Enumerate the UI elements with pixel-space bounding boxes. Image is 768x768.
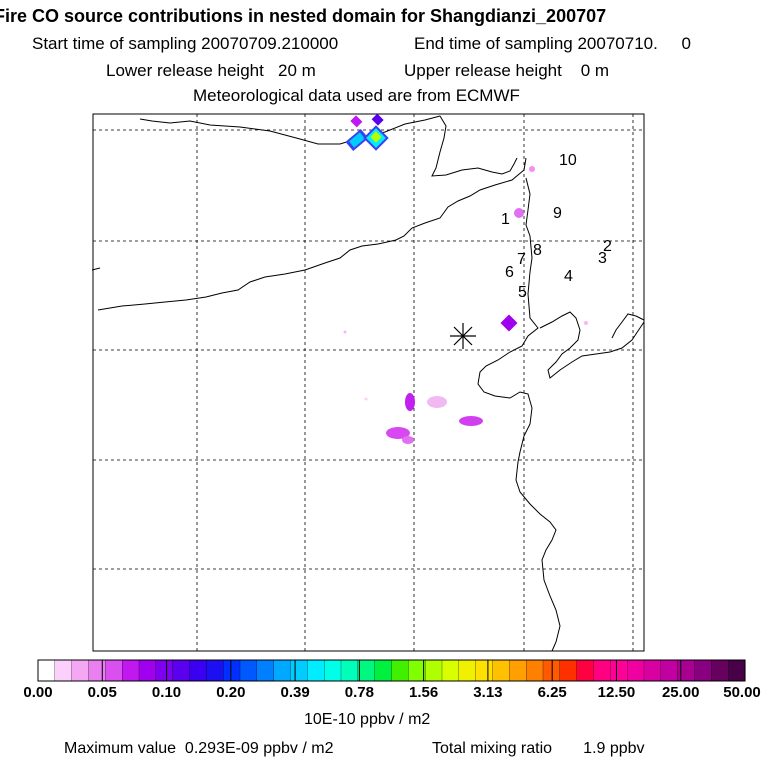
source-region-labels: 1 2 3 4 5 6 7 8 9 10 <box>501 152 612 301</box>
met-data-label: Meteorological data used are from ECMWF <box>193 86 520 105</box>
colorbar-cell <box>458 659 477 682</box>
plot-title: Fire CO source contributions in nested d… <box>0 6 607 26</box>
colorbar-cell <box>694 659 712 682</box>
region-label-10: 10 <box>559 152 577 169</box>
colorbar-major-dividers <box>37 660 746 681</box>
region-label-2: 2 <box>603 238 612 255</box>
colorbar-tick-label: 50.00 <box>723 684 761 701</box>
colorbar-cell <box>71 659 90 682</box>
colorbar-cell <box>189 659 207 682</box>
colorbar-cell <box>37 659 56 682</box>
colorbar-cell <box>627 659 645 682</box>
map-plot-area <box>92 113 645 652</box>
colorbar-cell <box>542 659 561 682</box>
colorbar-cell <box>728 659 746 682</box>
maximum-value: Maximum value 0.293E-09 ppbv / m2 <box>64 740 334 757</box>
colorbar-cell <box>239 659 258 682</box>
colorbar-cell <box>391 659 409 682</box>
colorbar-cell <box>172 659 191 682</box>
region-label-3: 3 <box>598 250 607 267</box>
colorbar-cell <box>526 659 544 682</box>
colorbar-cell <box>256 659 275 682</box>
start-time-label: Start time of sampling 20070709.210000 <box>32 34 339 53</box>
colorbar-cell <box>206 659 224 682</box>
colorbar-cell <box>643 659 662 682</box>
colorbar-cell <box>273 659 292 682</box>
colorbar-cell <box>122 659 140 682</box>
colorbar-tick-label: 0.78 <box>344 684 374 701</box>
colorbar-cell <box>593 659 611 682</box>
colorbar-cell <box>374 659 393 682</box>
colorbar-tick-label: 0.00 <box>23 684 53 701</box>
colorbar-cell <box>492 659 510 682</box>
grid-lines <box>93 114 644 651</box>
receptor-marker <box>450 323 476 349</box>
total-mixing-ratio: Total mixing ratio 1.9 ppbv <box>432 740 645 757</box>
colorbar-tick-label: 6.25 <box>537 684 567 701</box>
colorbar-units: 10E-10 ppbv / m2 <box>304 711 431 728</box>
colorbar-cell <box>559 659 578 682</box>
fire-emission-blobs <box>343 113 588 444</box>
colorbar-cell <box>155 659 174 682</box>
colorbar-cell <box>660 659 679 682</box>
colorbar-cell <box>307 659 325 682</box>
end-time-label: End time of sampling 20070710. 0 <box>414 34 691 53</box>
colorbar-cell <box>425 659 443 682</box>
region-label-1: 1 <box>501 211 510 228</box>
region-label-9: 9 <box>553 205 562 222</box>
colorbar-cell <box>509 659 527 682</box>
region-label-6: 6 <box>505 264 514 281</box>
colorbar-cell <box>88 659 106 682</box>
colorbar-tick-label: 0.20 <box>216 684 246 701</box>
colorbar-cell <box>408 659 426 682</box>
colorbar-tick-label: 0.10 <box>151 684 182 701</box>
region-label-5: 5 <box>518 284 527 301</box>
colorbar-cell <box>576 659 595 682</box>
colorbar-cell <box>105 659 123 682</box>
region-label-7: 7 <box>517 251 526 268</box>
colorbar <box>37 659 746 682</box>
upper-release-height: Upper release height 0 m <box>404 61 610 80</box>
colorbar-cell <box>324 659 342 682</box>
colorbar-cell <box>138 659 157 682</box>
colorbar-cell <box>290 659 308 682</box>
colorbar-cell <box>441 659 460 682</box>
colorbar-cell <box>340 659 359 682</box>
colorbar-cell <box>475 659 494 682</box>
coastline <box>91 115 645 652</box>
colorbar-cell <box>357 659 376 682</box>
colorbar-tick-label: 25.00 <box>661 684 700 701</box>
region-label-8: 8 <box>533 242 542 259</box>
colorbar-tick-label: 3.13 <box>473 684 503 701</box>
colorbar-tick-label: 0.05 <box>87 684 117 701</box>
colorbar-cell <box>223 659 241 682</box>
colorbar-cell <box>711 659 729 682</box>
colorbar-cell <box>54 659 73 682</box>
lower-release-height: Lower release height 20 m <box>106 61 316 80</box>
region-label-4: 4 <box>564 268 573 285</box>
colorbar-tick-label: 0.39 <box>280 684 310 701</box>
colorbar-tick-label: 1.56 <box>409 684 439 701</box>
colorbar-tick-label: 12.50 <box>597 684 636 701</box>
colorbar-cell <box>610 659 628 682</box>
